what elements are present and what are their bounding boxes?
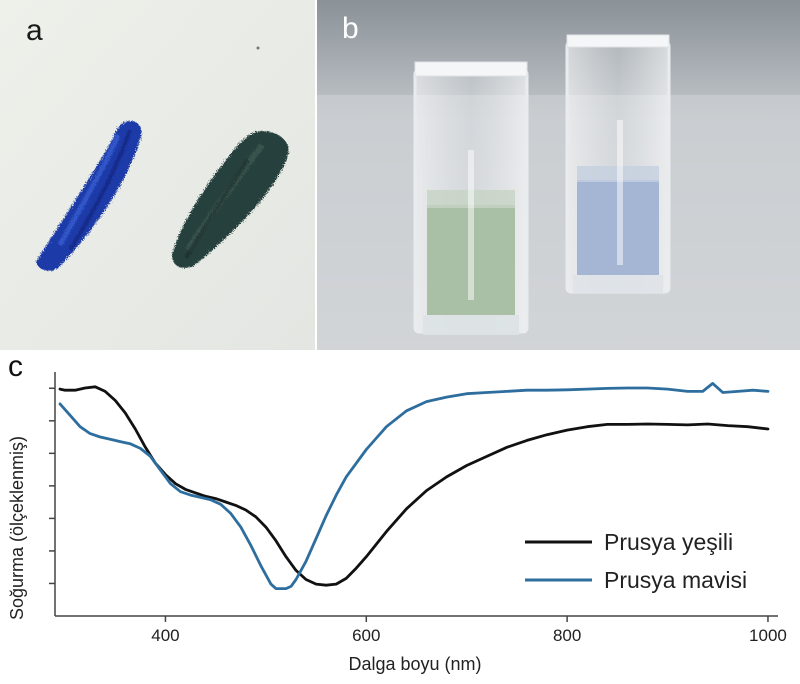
panel-label-c: c — [8, 350, 23, 383]
panel-label-b: b — [342, 12, 359, 45]
blue-paint-stroke — [36, 120, 142, 271]
cuvettes-illustration — [317, 0, 800, 350]
x-tick-label: 800 — [553, 626, 581, 645]
x-tick-label: 1000 — [749, 626, 787, 645]
chart-canvas: 400 600 800 1000 Prusya yeşili Prusya mavisi… — [7, 372, 787, 674]
cuvette-green — [413, 61, 529, 335]
panel-label-a: a — [26, 14, 43, 47]
paper-speck — [256, 46, 260, 50]
y-axis-label: Soğurma (ölçeklenmiş) — [7, 436, 27, 620]
green-paint-stroke — [172, 131, 289, 269]
series-line-prusya-mavisi — [58, 382, 770, 590]
table-surface — [317, 95, 800, 350]
x-tick-label: 600 — [352, 626, 380, 645]
x-axis-label: Dalga boyu (nm) — [348, 654, 481, 674]
cuvette-blue — [565, 34, 671, 294]
absorbance-chart: c 400 600 800 1000 Prusya yeşili Prusya mavi… — [0, 350, 800, 679]
legend-label: Prusya yeşili — [604, 529, 733, 555]
series-line-prusya-yesili — [58, 385, 770, 587]
photo-cuvettes: b — [317, 0, 800, 350]
photo-paint-strokes: a — [0, 0, 315, 350]
x-tick-label: 400 — [151, 626, 179, 645]
paint-strokes-illustration — [0, 0, 315, 350]
legend-label: Prusya mavisi — [604, 567, 747, 593]
